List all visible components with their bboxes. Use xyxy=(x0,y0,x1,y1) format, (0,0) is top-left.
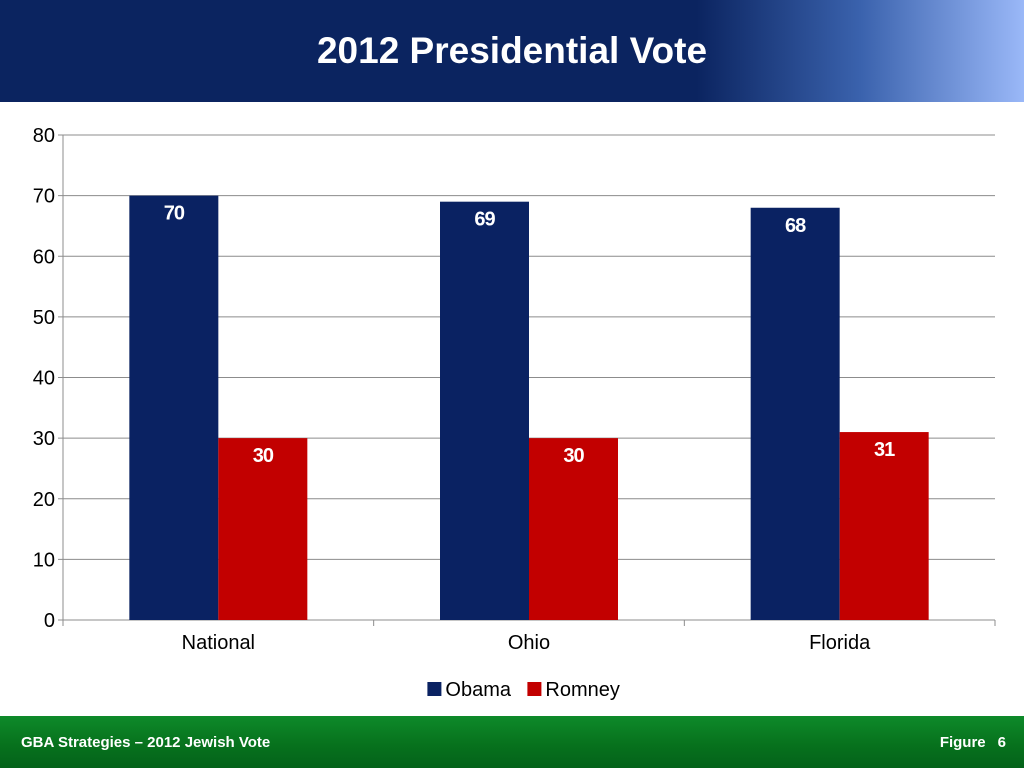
data-label-obama: 68 xyxy=(785,215,806,237)
y-tick-label: 10 xyxy=(33,549,55,571)
data-label-obama: 70 xyxy=(164,203,185,225)
legend-swatch-romney xyxy=(527,682,542,696)
legend-label-obama: Obama xyxy=(445,679,511,701)
x-tick-label: National xyxy=(182,632,255,654)
page-title: 2012 Presidential Vote xyxy=(316,30,708,71)
x-tick-label: Ohio xyxy=(508,632,550,654)
y-tick-label: 60 xyxy=(33,246,55,268)
data-label-romney: 30 xyxy=(563,445,584,467)
legend-label-romney: Romney xyxy=(545,679,619,701)
footer-bar: GBA Strategies – 2012 Jewish Vote Figure… xyxy=(0,716,1024,768)
bar-chart: 0 10 20 30 40 50 60 70 80 National 70 30 Ohio 69 30 Flo… xyxy=(33,125,996,701)
bar-romney xyxy=(529,438,618,620)
bar-romney xyxy=(218,438,308,620)
y-tick-label: 40 xyxy=(33,368,55,390)
data-label-romney: 30 xyxy=(253,445,274,467)
bar-obama xyxy=(750,207,840,620)
bar-obama xyxy=(129,195,219,620)
y-tick-label: 70 xyxy=(33,186,55,208)
y-tick-label: 30 xyxy=(33,428,55,450)
bar-romney xyxy=(839,432,929,620)
y-tick-label: 0 xyxy=(44,610,55,632)
bar-obama xyxy=(440,201,529,620)
y-tick-label: 20 xyxy=(33,489,55,511)
figure-label: Figure xyxy=(939,734,986,751)
y-tick-label: 50 xyxy=(33,307,55,329)
figure-number-value: 6 xyxy=(997,734,1006,751)
y-tick-label: 80 xyxy=(33,125,55,147)
figure-number: Figure 6 xyxy=(940,734,1006,751)
data-label-obama: 69 xyxy=(474,209,495,231)
title-banner: 2012 Presidential Vote xyxy=(0,0,1024,102)
legend-swatch-obama xyxy=(427,682,442,696)
x-tick-label: Florida xyxy=(809,632,871,654)
footer-source-text: GBA Strategies – 2012 Jewish Vote xyxy=(21,734,271,751)
data-label-romney: 31 xyxy=(874,439,895,461)
